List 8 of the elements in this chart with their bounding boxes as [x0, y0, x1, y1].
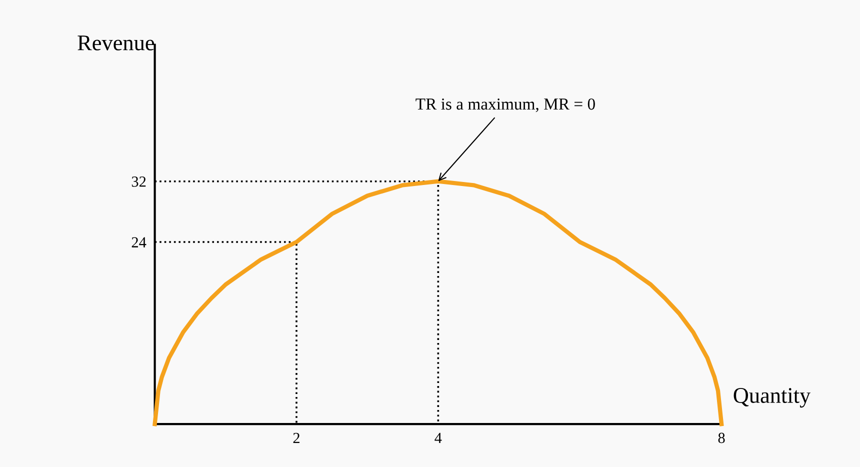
annotation: TR is a maximum, MR = 0 — [416, 98, 595, 112]
x-tick-label: 2 — [293, 432, 300, 443]
x-tick-label: 4 — [434, 432, 442, 443]
y-axis-title: Revenue — [78, 36, 154, 50]
x-axis-title: Quantity — [734, 388, 811, 408]
y-tick-label: 24 — [132, 237, 146, 248]
x-tick-label: 8 — [718, 432, 725, 444]
y-tick-label: 32 — [132, 176, 146, 187]
